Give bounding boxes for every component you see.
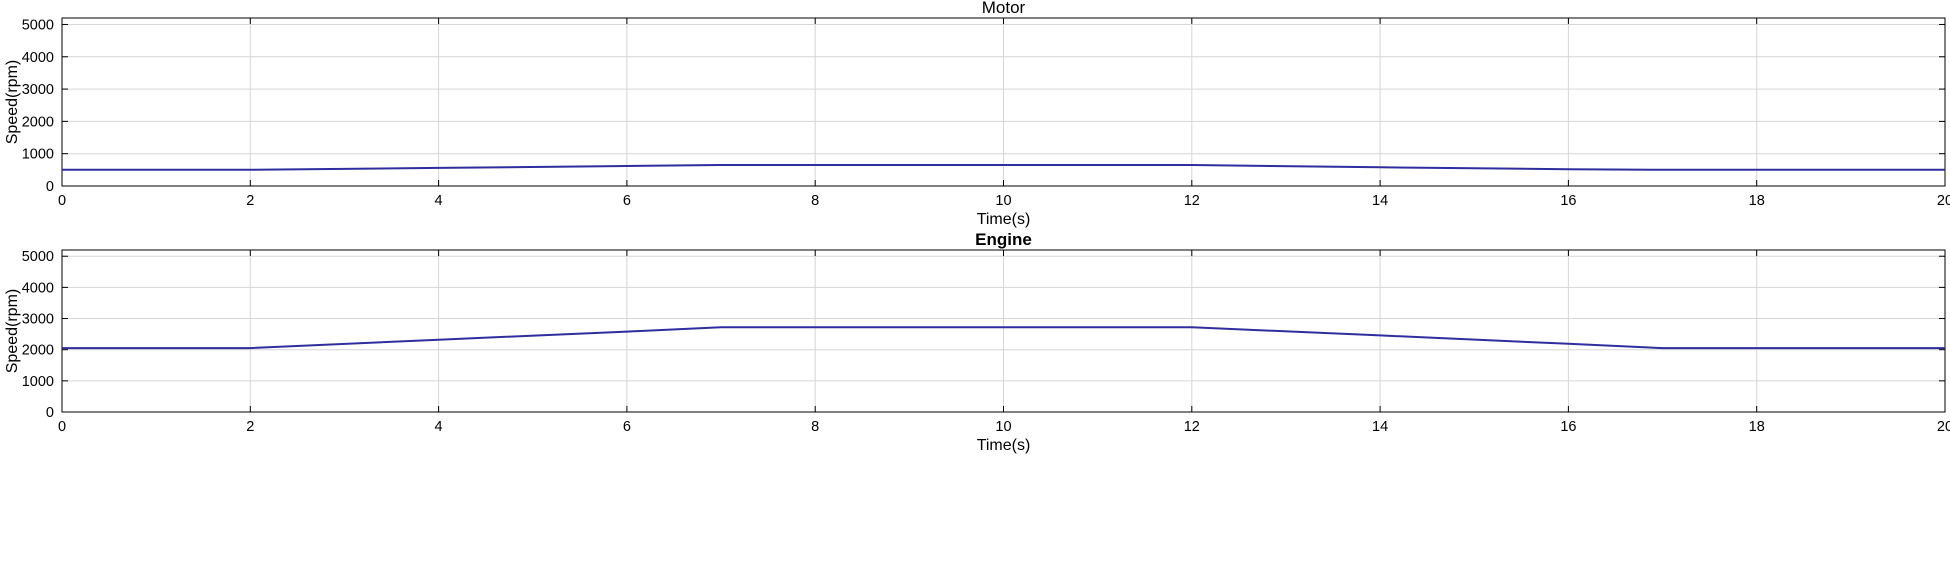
y-axis-label: Speed(rpm) — [4, 60, 21, 144]
x-tick-label: 12 — [1184, 193, 1200, 209]
x-tick-label: 8 — [811, 419, 819, 435]
x-tick-label: 14 — [1372, 419, 1388, 435]
x-tick-label: 18 — [1749, 193, 1765, 209]
x-tick-label: 10 — [995, 419, 1011, 435]
y-axis-label: Speed(rpm) — [4, 289, 21, 373]
x-tick-label: 6 — [623, 419, 631, 435]
x-tick-label: 0 — [58, 193, 66, 209]
chart-panel-2: 0 2 4 6 8 10 12 14 16 18 20 0 1000 2000 3000 4000 5000 En… — [4, 230, 1950, 454]
x-tick-label: 20 — [1937, 193, 1950, 209]
y-tick-label: 2000 — [22, 114, 54, 130]
x-tick-label: 20 — [1937, 419, 1950, 435]
x-tick-label: 16 — [1560, 419, 1576, 435]
y-tick-label: 2000 — [22, 343, 54, 359]
x-tick-label: 4 — [435, 193, 443, 209]
chart-title: Engine — [975, 230, 1032, 249]
x-tick-label: 14 — [1372, 193, 1388, 209]
x-tick-label: 0 — [58, 419, 66, 435]
y-tick-label: 0 — [46, 179, 54, 195]
y-tick-label: 0 — [46, 405, 54, 421]
series-line — [62, 164, 1945, 171]
x-axis-label: Time(s) — [977, 211, 1031, 228]
y-tick-label: 1000 — [22, 147, 54, 163]
y-tick-label: 1000 — [22, 374, 54, 390]
y-tick-label: 3000 — [22, 82, 54, 98]
x-axis-label: Time(s) — [977, 437, 1031, 454]
x-tick-label: 16 — [1560, 193, 1576, 209]
x-tick-label: 2 — [246, 419, 254, 435]
y-tick-label: 5000 — [22, 17, 54, 33]
x-tick-label: 4 — [435, 419, 443, 435]
chart-title: Motor — [982, 0, 1026, 17]
x-tick-label: 10 — [995, 193, 1011, 209]
series-line — [62, 326, 1945, 350]
y-tick-label: 5000 — [22, 249, 54, 265]
x-tick-label: 8 — [811, 193, 819, 209]
x-tick-label: 6 — [623, 193, 631, 209]
x-tick-label: 18 — [1749, 419, 1765, 435]
x-tick-label: 2 — [246, 193, 254, 209]
y-tick-label: 3000 — [22, 312, 54, 328]
x-tick-label: 12 — [1184, 419, 1200, 435]
y-tick-label: 4000 — [22, 50, 54, 66]
y-tick-label: 4000 — [22, 280, 54, 296]
chart-panel-1: 0 2 4 6 8 10 12 14 16 18 20 0 1000 2000 3000 4000 5000 Mo… — [4, 0, 1950, 228]
